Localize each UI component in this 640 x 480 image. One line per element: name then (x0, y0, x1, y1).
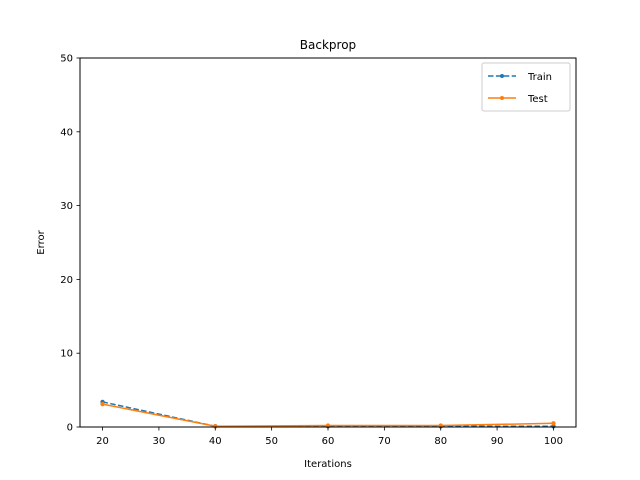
legend-train-marker (500, 74, 504, 78)
legend-test-marker (500, 96, 504, 100)
y-axis-label: Error (36, 229, 47, 254)
x-tick-label: 40 (209, 436, 222, 447)
x-axis-ticks: 20 30 40 50 60 70 80 90 100 (96, 427, 563, 447)
plot-frame (79, 57, 577, 428)
y-axis-ticks: 0 10 20 30 40 50 (60, 54, 80, 434)
y-tick-label: 0 (67, 423, 73, 434)
x-tick-label: 80 (434, 436, 447, 447)
x-axis-label: Iterations (304, 459, 352, 470)
x-tick-label: 90 (491, 436, 504, 447)
x-tick-label: 70 (378, 436, 391, 447)
x-tick-label: 100 (544, 436, 563, 447)
y-tick-label: 40 (60, 127, 73, 138)
series-line-test (102, 403, 554, 428)
y-tick-label: 10 (60, 349, 73, 360)
x-tick-label: 30 (153, 436, 166, 447)
legend-label-test: Test (527, 94, 548, 105)
x-tick-label: 50 (265, 436, 278, 447)
y-tick-label: 20 (60, 275, 73, 286)
series-line-train (102, 401, 554, 428)
legend: Train Test (481, 62, 571, 112)
data-point-test (551, 421, 556, 426)
y-tick-label: 50 (60, 54, 73, 65)
y-tick-label: 30 (60, 201, 73, 212)
data-point-test (100, 401, 105, 407)
chart-title: Backprop (300, 38, 356, 52)
x-tick-label: 60 (322, 436, 335, 447)
legend-label-train: Train (527, 72, 552, 83)
legend-frame (481, 62, 571, 112)
series-layer (100, 399, 556, 429)
x-tick-label: 20 (96, 436, 109, 447)
